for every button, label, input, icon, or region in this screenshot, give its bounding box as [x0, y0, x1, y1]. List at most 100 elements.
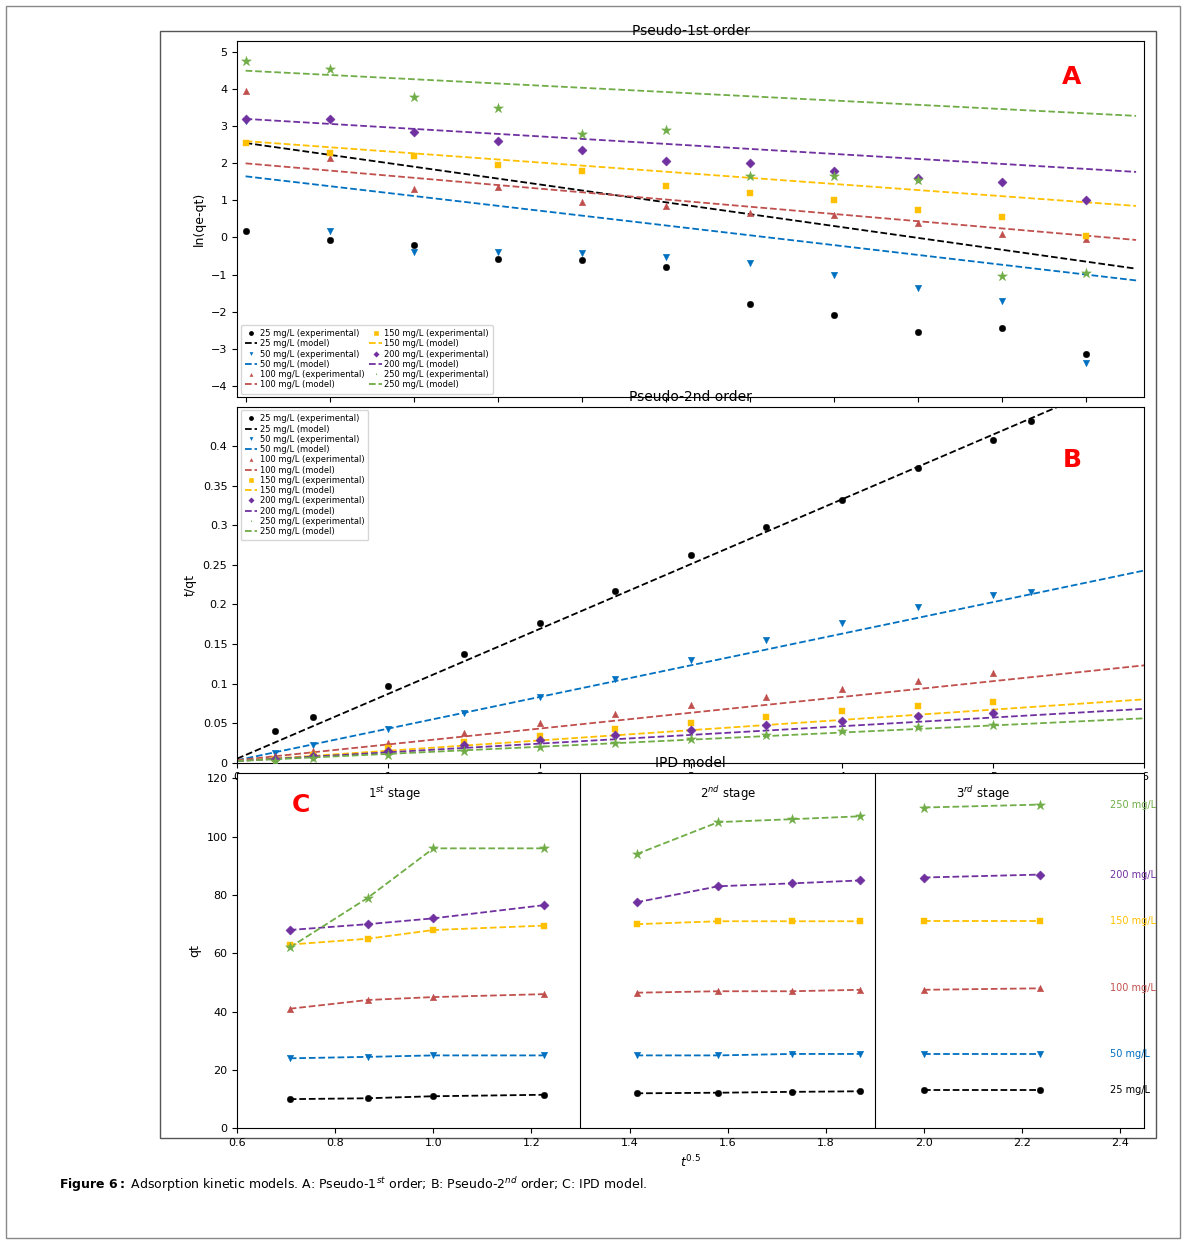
Point: [1031, 795, 1050, 815]
Point: [757, 518, 776, 537]
Point: [709, 912, 728, 932]
Point: [681, 720, 700, 740]
Point: [681, 649, 700, 669]
Point: [993, 291, 1012, 311]
Point: [914, 980, 933, 1000]
Point: [489, 131, 508, 151]
Point: [280, 1049, 299, 1069]
Point: [378, 733, 397, 753]
Point: [280, 934, 299, 954]
Point: [850, 912, 869, 932]
Point: [709, 876, 728, 896]
Point: [378, 719, 397, 739]
Point: [656, 197, 675, 216]
Text: C: C: [292, 792, 310, 816]
Point: [358, 990, 377, 1010]
Point: [266, 746, 285, 766]
Point: [304, 748, 323, 768]
Point: [423, 988, 442, 1008]
Point: [993, 224, 1012, 244]
Point: [740, 153, 759, 173]
Point: [320, 143, 339, 163]
Title: Pseudo-1st order: Pseudo-1st order: [632, 25, 750, 39]
Point: [534, 916, 553, 935]
Point: [656, 121, 675, 141]
Point: [572, 123, 591, 143]
Point: [908, 717, 927, 736]
Point: [783, 1082, 802, 1102]
Text: 50 mg/L: 50 mg/L: [1110, 1049, 1150, 1059]
Legend: 25 mg/L (experimental), 25 mg/L (model), 50 mg/L (experimental), 50 mg/L (model): 25 mg/L (experimental), 25 mg/L (model),…: [241, 411, 369, 540]
Point: [606, 704, 625, 724]
Point: [266, 749, 285, 769]
Point: [627, 914, 646, 934]
Point: [358, 914, 377, 934]
Point: [489, 178, 508, 198]
Point: [530, 725, 549, 745]
Point: [358, 1047, 377, 1067]
Point: [983, 693, 1002, 713]
Point: [908, 277, 927, 297]
Point: [833, 722, 852, 741]
Point: [757, 725, 776, 745]
Point: [850, 871, 869, 891]
Point: [236, 51, 255, 71]
Point: [824, 190, 843, 210]
Point: [423, 921, 442, 940]
Point: [489, 249, 508, 269]
Point: [454, 644, 473, 664]
Y-axis label: t/qt: t/qt: [184, 573, 197, 596]
Text: 100 mg/L: 100 mg/L: [1110, 983, 1156, 993]
Legend: 25 mg/L (experimental), 25 mg/L (model), 50 mg/L (experimental), 50 mg/L (model): 25 mg/L (experimental), 25 mg/L (model),…: [241, 325, 493, 393]
Point: [656, 152, 675, 172]
Point: [709, 812, 728, 832]
Point: [914, 1044, 933, 1064]
Point: [236, 221, 255, 241]
Point: [280, 1090, 299, 1110]
Point: [681, 545, 700, 565]
Point: [530, 687, 549, 707]
Point: [908, 214, 927, 234]
Point: [320, 221, 339, 241]
Point: [1076, 229, 1095, 249]
Point: [280, 938, 299, 958]
Point: [908, 672, 927, 692]
Point: [606, 581, 625, 601]
Point: [908, 322, 927, 342]
Point: [489, 243, 508, 262]
Point: [833, 710, 852, 730]
Point: [534, 1085, 553, 1105]
Point: [833, 490, 852, 510]
Text: A: A: [1063, 65, 1082, 88]
Point: [740, 183, 759, 203]
Text: $\bf{Figure\ 6:}$ Adsorption kinetic models. A: Pseudo-1$^{st}$ order; B: Pseudo: $\bf{Figure\ 6:}$ Adsorption kinetic mod…: [59, 1174, 648, 1194]
Point: [423, 1045, 442, 1065]
Point: [404, 146, 423, 165]
Point: [236, 81, 255, 101]
Point: [627, 1084, 646, 1103]
Point: [454, 703, 473, 723]
Point: [530, 613, 549, 633]
X-axis label: Time (h): Time (h): [664, 787, 718, 801]
Text: 150 mg/L: 150 mg/L: [1110, 917, 1156, 927]
Point: [993, 266, 1012, 286]
Point: [908, 695, 927, 715]
Point: [530, 713, 549, 733]
Point: [1076, 353, 1095, 373]
Point: [534, 896, 553, 916]
Point: [783, 873, 802, 893]
Text: 25 mg/L: 25 mg/L: [1110, 1086, 1150, 1096]
Point: [740, 254, 759, 274]
Point: [783, 1044, 802, 1064]
Point: [534, 1045, 553, 1065]
Point: [656, 246, 675, 266]
Point: [833, 679, 852, 699]
Point: [627, 1045, 646, 1065]
Point: [404, 122, 423, 142]
Point: [908, 200, 927, 220]
Point: [404, 87, 423, 107]
Point: [627, 892, 646, 912]
Point: [266, 751, 285, 771]
Point: [783, 982, 802, 1001]
Point: [378, 745, 397, 765]
